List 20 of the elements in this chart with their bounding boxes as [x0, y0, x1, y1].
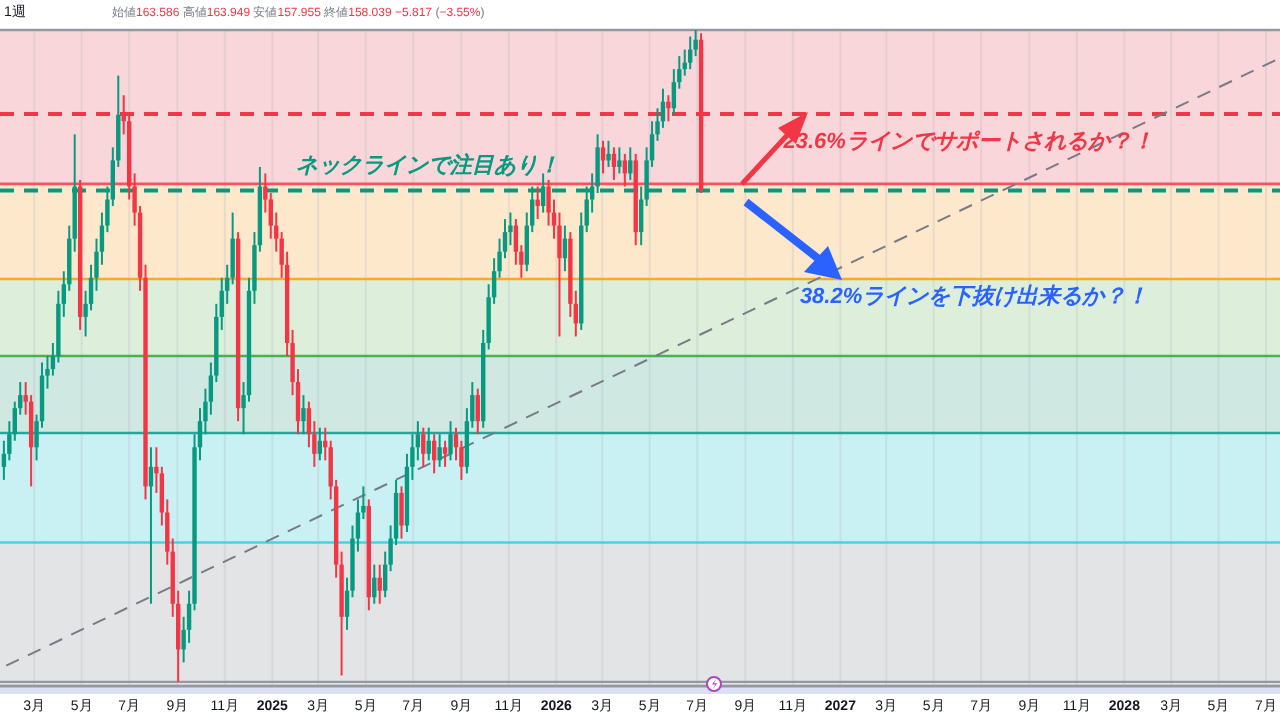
- candlestick: [421, 426, 426, 468]
- annotation: 38.2%ラインを下抜け出来るか？！: [799, 283, 1149, 310]
- candlestick: [437, 433, 442, 468]
- candlestick: [475, 387, 480, 436]
- candlestick: [426, 426, 431, 462]
- candlestick: [617, 146, 622, 175]
- candlestick: [448, 420, 453, 462]
- candlestick: [611, 146, 617, 181]
- candlestick: [622, 152, 628, 188]
- candlestick: [535, 185, 540, 221]
- candlestick: [628, 146, 633, 181]
- candlestick: [317, 426, 323, 462]
- annotation: ネックラインで注目あり！: [295, 152, 560, 179]
- candlestick: [687, 35, 693, 71]
- candlestick: [377, 563, 382, 605]
- candlestick: [600, 139, 606, 175]
- candlestick: [399, 485, 404, 540]
- candlestick: [301, 394, 306, 436]
- candlestick: [606, 139, 611, 168]
- candlestick: [442, 439, 448, 468]
